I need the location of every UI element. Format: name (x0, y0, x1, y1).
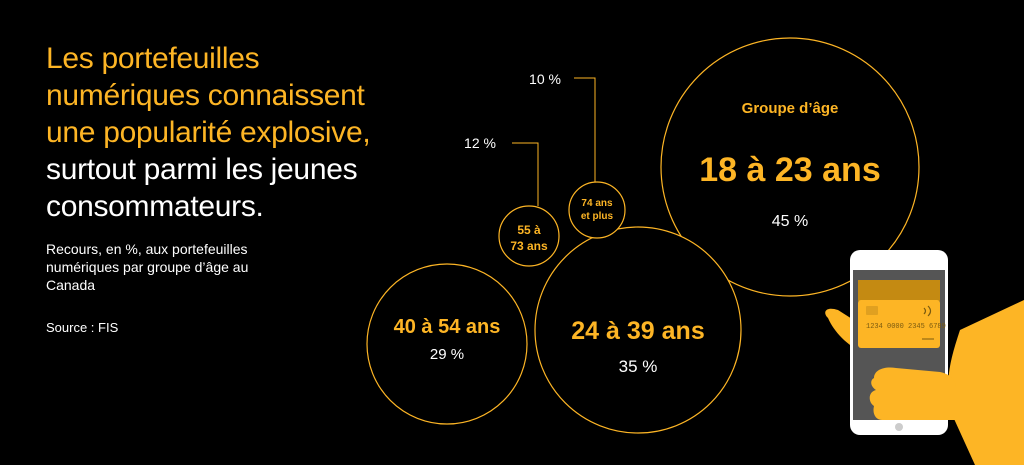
bubble-category-label: 18 à 23 ans (699, 151, 880, 189)
connectors-layer: 12 % 10 % (464, 71, 596, 206)
bubble-2: 24 à 39 ans 35 % (534, 226, 742, 434)
connector-line (512, 142, 539, 206)
bubble-value-label: 12 % (464, 135, 496, 151)
bubble-header-label: Groupe d’âge (742, 100, 839, 117)
bubble-value-label: 29 % (430, 346, 464, 363)
bubble-category-label: 24 à 39 ans (571, 317, 704, 345)
headline-line: numériques connaissent (46, 79, 365, 112)
headline: Les portefeuilles numériques connaissent… (46, 40, 406, 225)
bubble-category-label: 55 à (517, 223, 541, 237)
bubble-circle (498, 205, 560, 267)
bubble-category-label: et plus (581, 211, 614, 222)
bubble-circle (366, 263, 528, 425)
card-number: 1234 0000 2345 6789 (866, 323, 946, 331)
hand-holding-phone-icon: 1234 0000 2345 6789 (825, 250, 1024, 465)
bubble-category-label: 73 ans (510, 239, 548, 253)
headline-line: consommateurs. (46, 190, 264, 223)
headline-line: une popularité explosive, (46, 116, 371, 149)
bubble-circle (568, 181, 626, 239)
bubble-5: 74 ans et plus (568, 181, 626, 239)
bubble-circle (660, 37, 920, 297)
bubble-4: 55 à 73 ans (498, 205, 560, 267)
bubble-1: Groupe d’âge 18 à 23 ans 45 % (660, 37, 920, 297)
headline-line: Les portefeuilles (46, 42, 260, 75)
contactless-card-icon (858, 300, 940, 348)
bubble-circle (534, 226, 742, 434)
headline-line: surtout parmi les jeunes (46, 153, 358, 186)
bubble-value-label: 35 % (619, 357, 658, 376)
bubble-value-label: 10 % (529, 71, 561, 87)
bubble-value-label: 45 % (772, 213, 808, 230)
bubble-3: 40 à 54 ans 29 % (366, 263, 528, 425)
source-note: Source : FIS (46, 320, 119, 335)
bubbles-layer: Groupe d’âge 18 à 23 ans 45 % 24 à 39 ans 35… (366, 37, 920, 434)
bubble-category-label: 74 ans (581, 198, 613, 209)
chart-subtitle: Recours, en %, aux portefeuilles numériq… (46, 241, 249, 293)
connector-line (574, 77, 596, 182)
bubble-category-label: 40 à 54 ans (394, 316, 501, 338)
